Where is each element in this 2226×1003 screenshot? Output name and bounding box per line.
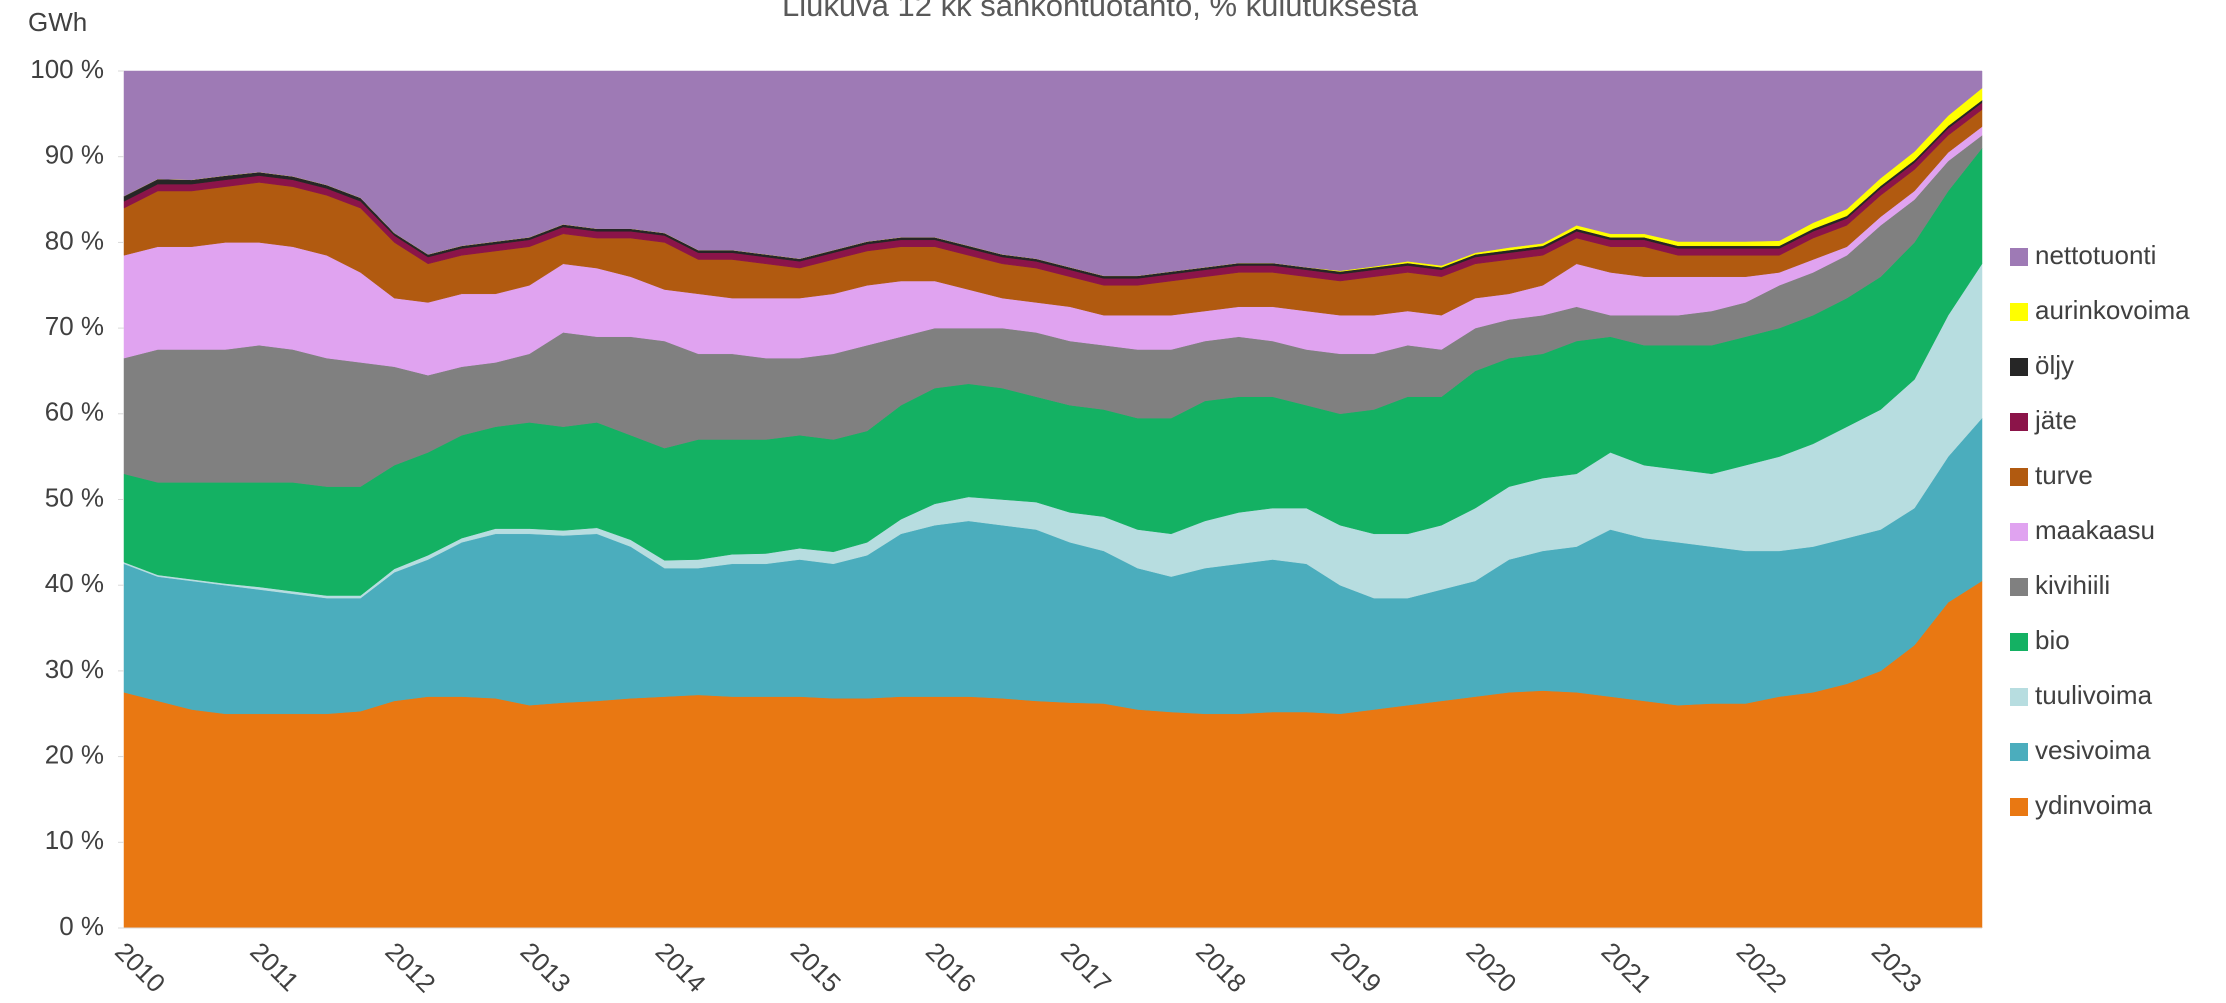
x-tick-label: 2018 [1190, 936, 1252, 998]
legend-swatch [2010, 523, 2028, 541]
area [123, 70, 1983, 277]
x-tick-label: 2011 [244, 936, 305, 997]
x-tick: 2017 [1055, 936, 1117, 998]
legend-label: maakaasu [2035, 515, 2155, 545]
x-tick-label: 2016 [920, 936, 982, 998]
x-tick: 2021 [1596, 936, 1658, 998]
x-tick-label: 2012 [379, 936, 441, 998]
legend-label: öljy [2035, 350, 2074, 380]
y-tick-label: 70 % [45, 311, 104, 341]
x-tick-label: 2013 [515, 936, 577, 998]
chart-title: Liukuva 12 kk sähköntuotanto, % kulutuks… [782, 0, 1419, 23]
legend-label: bio [2035, 625, 2070, 655]
legend-swatch [2010, 303, 2028, 321]
y-tick-label: 40 % [45, 568, 104, 598]
legend-swatch [2010, 248, 2028, 266]
y-tick-label: 60 % [45, 397, 104, 427]
x-tick-label: 2015 [785, 936, 847, 998]
y-tick-label: 50 % [45, 482, 104, 512]
x-tick: 2012 [379, 936, 441, 998]
legend-swatch [2010, 413, 2028, 431]
legend-label: ydinvoima [2035, 790, 2153, 820]
legend-swatch [2010, 358, 2028, 376]
y-tick-label: 30 % [45, 654, 104, 684]
legend-swatch [2010, 633, 2028, 651]
x-tick: 2014 [650, 936, 712, 998]
x-tick: 2020 [1461, 936, 1523, 998]
x-tick: 2022 [1731, 936, 1793, 998]
x-tick-label: 2023 [1866, 936, 1928, 998]
y-tick-label: 20 % [45, 739, 104, 769]
x-tick: 2015 [785, 936, 847, 998]
x-tick-label: 2017 [1055, 936, 1117, 998]
x-tick: 2019 [1325, 936, 1387, 998]
legend-label: tuulivoima [2035, 680, 2153, 710]
legend-label: nettotuonti [2035, 240, 2156, 270]
x-tick-label: 2021 [1596, 936, 1658, 998]
legend-swatch [2010, 578, 2028, 596]
legend-label: jäte [2034, 405, 2077, 435]
legend-swatch [2010, 468, 2028, 486]
y-tick-label: 100 % [30, 54, 104, 84]
y-axis-label: GWh [28, 7, 87, 37]
legend-label: kivihiili [2035, 570, 2110, 600]
x-tick: 2018 [1190, 936, 1252, 998]
x-tick-label: 2019 [1325, 936, 1387, 998]
legend-label: aurinkovoima [2035, 295, 2190, 325]
x-tick: 2013 [515, 936, 577, 998]
legend-swatch [2010, 743, 2028, 761]
x-tick: 2023 [1866, 936, 1928, 998]
y-tick-label: 10 % [45, 825, 104, 855]
y-tick-label: 90 % [45, 140, 104, 170]
x-tick: 2010 [109, 936, 171, 998]
legend-label: vesivoima [2035, 735, 2151, 765]
y-tick-label: 80 % [45, 225, 104, 255]
legend-label: turve [2035, 460, 2093, 490]
x-tick-label: 2020 [1461, 936, 1523, 998]
legend-swatch [2010, 688, 2028, 706]
x-tick-label: 2010 [109, 936, 171, 998]
x-tick: 2011 [244, 936, 305, 997]
y-tick-label: 0 % [59, 911, 104, 941]
x-tick-label: 2014 [650, 936, 712, 998]
x-tick: 2016 [920, 936, 982, 998]
x-tick-label: 2022 [1731, 936, 1793, 998]
legend-swatch [2010, 798, 2028, 816]
